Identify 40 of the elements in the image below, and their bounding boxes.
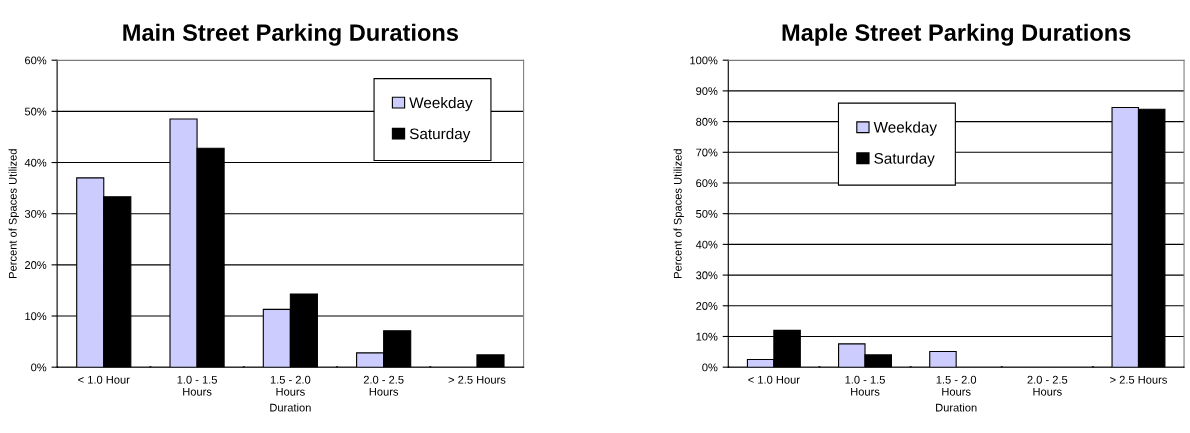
x-tick-label: 1.5 - 2.0 Hours	[936, 375, 977, 396]
x-tick-label: 1.5 - 2.0 Hours	[270, 375, 311, 396]
x-tick-label: < 1.0 Hour	[748, 375, 800, 384]
y-tick-label: 70%	[696, 148, 718, 157]
legend-label: Saturday	[874, 152, 935, 167]
y-tick-label: 60%	[696, 179, 718, 188]
y-tick-label: 50%	[696, 209, 718, 218]
y-tick-label: 20%	[696, 302, 718, 310]
x-axis-title: Duration	[936, 403, 977, 412]
y-axis-title: Percent of Spaces Utilized	[8, 149, 19, 278]
y-tick-label: 40%	[24, 158, 47, 167]
y-tick-label: 10%	[696, 332, 718, 341]
x-tick-label: > 2.5 Hours	[1110, 375, 1167, 384]
chart-title: Main Street Parking Durations	[123, 23, 458, 46]
y-tick-label: 100%	[690, 56, 718, 65]
x-tick-label: 1.0 - 1.5 Hours	[845, 375, 885, 396]
y-tick-label: 60%	[25, 56, 47, 65]
bar	[476, 354, 505, 368]
y-tick-label: 0%	[702, 363, 718, 372]
x-axis-title: Duration	[270, 403, 311, 412]
y-tick-label: 0%	[31, 363, 47, 372]
x-tick-label: 2.0 - 2.5 Hours	[363, 375, 404, 396]
y-tick-label: 30%	[24, 209, 47, 218]
x-tick-label: 1.0 - 1.5 Hours	[177, 375, 217, 396]
y-tick-label: 10%	[25, 312, 47, 321]
x-tick-label: 2.0 - 2.5 Hours	[1027, 375, 1068, 396]
y-tick-label: 90%	[696, 87, 718, 96]
bar	[929, 350, 957, 368]
y-tick-label: 40%	[695, 240, 718, 249]
chart-title: Maple Street Parking Durations	[782, 23, 1131, 46]
legend-label: Saturday	[409, 127, 471, 143]
legend-label: Weekday	[873, 121, 937, 136]
y-axis-title: Percent of Spaces Utilized	[673, 149, 684, 278]
legend-label: Weekday	[409, 96, 473, 112]
y-tick-label: 50%	[24, 107, 47, 116]
y-tick-label: 80%	[696, 117, 718, 126]
x-tick-label: > 2.5 Hours	[448, 375, 506, 384]
y-tick-label: 30%	[696, 271, 718, 280]
y-tick-label: 20%	[25, 261, 47, 269]
x-tick-label: < 1.0 Hour	[78, 375, 130, 384]
